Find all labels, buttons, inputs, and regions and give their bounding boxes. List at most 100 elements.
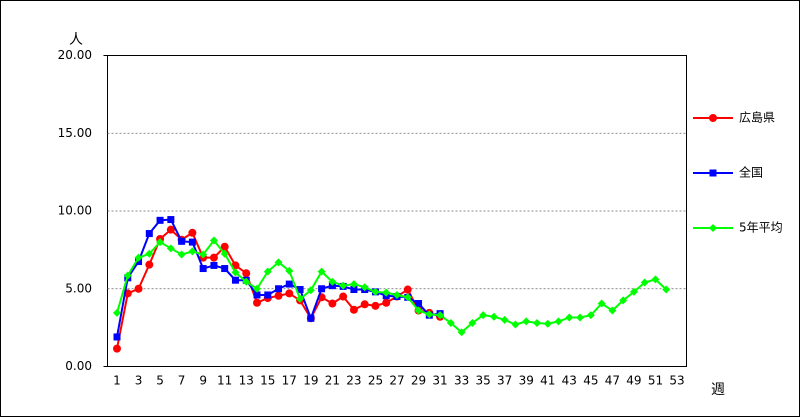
marker <box>242 277 251 286</box>
x-tick-label: 15 <box>260 374 275 388</box>
series-line <box>116 238 667 334</box>
marker <box>318 285 326 293</box>
marker <box>317 267 326 276</box>
legend-label: 全国 <box>739 165 763 180</box>
marker <box>414 306 423 315</box>
marker <box>349 280 358 289</box>
marker <box>479 311 488 320</box>
marker <box>307 314 315 322</box>
marker <box>199 265 207 273</box>
marker <box>188 238 196 246</box>
x-tick-label: 23 <box>346 374 361 388</box>
legend-marker <box>709 114 717 122</box>
marker <box>145 260 154 269</box>
marker <box>274 258 283 267</box>
marker <box>651 275 660 284</box>
marker <box>403 293 412 302</box>
marker <box>285 266 294 275</box>
marker <box>296 286 304 294</box>
marker <box>156 238 165 247</box>
x-tick-label: 11 <box>217 374 232 388</box>
marker <box>533 318 541 327</box>
marker <box>629 287 638 296</box>
y-tick-label: 20.00 <box>58 48 92 62</box>
marker <box>393 290 401 299</box>
legend-marker <box>709 224 717 232</box>
x-tick-label: 37 <box>497 374 512 388</box>
marker <box>199 250 208 259</box>
marker <box>371 287 380 296</box>
marker <box>253 291 261 299</box>
marker <box>113 344 121 353</box>
marker <box>166 225 175 234</box>
marker <box>134 284 143 293</box>
x-tick-label: 53 <box>669 374 684 388</box>
x-tick-label: 21 <box>325 374 340 388</box>
marker <box>500 315 509 324</box>
marker <box>296 294 305 303</box>
marker <box>209 253 218 262</box>
x-tick-label: 17 <box>282 374 297 388</box>
marker <box>220 249 229 258</box>
y-tick-label: 5.00 <box>65 281 92 295</box>
marker <box>565 313 574 322</box>
x-tick-label: 27 <box>389 374 404 388</box>
x-tick-label: 41 <box>540 374 555 388</box>
x-tick-label: 19 <box>303 374 318 388</box>
marker <box>113 333 121 341</box>
marker <box>436 311 445 320</box>
marker <box>360 283 369 292</box>
marker <box>576 313 585 322</box>
marker <box>543 319 552 328</box>
marker <box>328 277 337 286</box>
y-tick-label: 10.00 <box>58 204 92 218</box>
y-tick-label: 0.00 <box>65 359 92 373</box>
marker <box>285 289 294 298</box>
x-tick-label: 47 <box>605 374 620 388</box>
marker <box>231 268 240 277</box>
marker <box>166 244 175 253</box>
x-tick-label: 29 <box>411 374 426 388</box>
x-tick-label: 9 <box>199 374 207 388</box>
marker <box>145 249 154 258</box>
marker <box>188 247 197 256</box>
legend-label: 広島県 <box>739 110 775 125</box>
marker <box>382 298 391 307</box>
marker <box>285 280 293 288</box>
x-tick-label: 1 <box>113 374 121 388</box>
marker <box>306 286 315 295</box>
legend-marker <box>709 169 717 177</box>
x-tick-label: 49 <box>626 374 641 388</box>
y-tick-label: 15.00 <box>58 126 92 140</box>
x-tick-label: 51 <box>648 374 663 388</box>
marker <box>382 288 391 297</box>
marker <box>349 305 358 314</box>
marker <box>167 216 175 224</box>
marker <box>350 286 358 294</box>
x-tick-label: 45 <box>583 374 598 388</box>
marker <box>554 317 563 326</box>
x-tick-label: 31 <box>432 374 447 388</box>
x-tick-label: 33 <box>454 374 469 388</box>
marker <box>522 317 531 326</box>
marker <box>242 269 251 278</box>
marker <box>275 285 283 293</box>
x-tick-label: 7 <box>178 374 186 388</box>
marker <box>403 285 412 294</box>
marker <box>263 267 272 276</box>
marker <box>468 318 477 327</box>
marker <box>619 296 628 305</box>
y-axis-label: 人 <box>69 32 83 48</box>
marker <box>221 265 229 273</box>
legend-label: 5年平均 <box>739 221 783 235</box>
x-tick-label: 25 <box>368 374 383 388</box>
x-axis-label: 週 <box>711 382 725 398</box>
marker <box>210 261 218 269</box>
marker <box>274 291 283 300</box>
marker <box>209 236 218 245</box>
marker <box>145 230 153 238</box>
marker <box>188 228 197 237</box>
marker <box>415 300 423 308</box>
marker <box>608 306 617 315</box>
